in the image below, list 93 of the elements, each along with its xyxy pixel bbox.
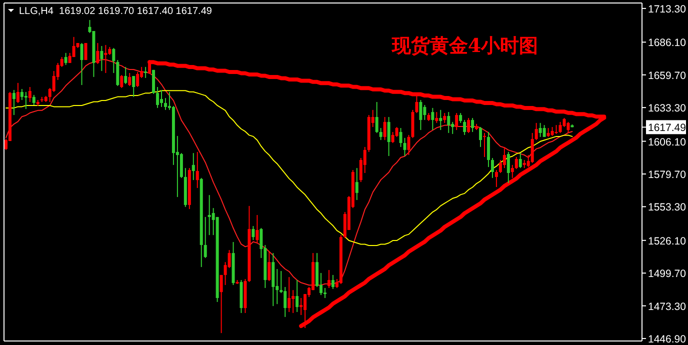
candlestick (379, 128, 382, 141)
candlestick (100, 45, 104, 72)
candlestick (64, 52, 68, 66)
candlestick (415, 94, 418, 114)
candlestick (268, 250, 271, 282)
candlestick (136, 72, 140, 88)
candlestick (132, 75, 136, 98)
candlestick (24, 91, 28, 110)
candlestick (530, 132, 534, 164)
candlestick (542, 124, 546, 138)
candlestick (498, 159, 502, 174)
candlestick (502, 146, 506, 169)
candlestick (443, 112, 446, 124)
candlestick (12, 89, 16, 116)
candlestick (128, 72, 132, 87)
candlestick (164, 98, 167, 110)
candlestick (439, 109, 442, 130)
line-series (5, 90, 573, 246)
candlestick (288, 276, 291, 313)
candlestick (160, 89, 164, 108)
candlestick (431, 107, 434, 130)
candlestick (28, 86, 32, 102)
candlestick (120, 74, 124, 88)
candlestick (482, 132, 486, 158)
candlestick (506, 151, 510, 184)
candlestick (435, 112, 438, 124)
candlestick (383, 116, 386, 141)
y-tick-label: 1713.30 (648, 3, 686, 16)
candlestick (144, 66, 148, 78)
candlestick (391, 131, 394, 144)
y-tick-label: 1617.49 (648, 122, 686, 134)
candlestick (459, 112, 462, 124)
candlestick (192, 152, 195, 181)
candlestick (514, 156, 518, 170)
candlestick (558, 121, 562, 134)
chart-subtitle: LLG,H4 1619.02 1619.70 1617.40 1617.49 (19, 6, 212, 17)
y-tick-label: 1526.10 (648, 235, 686, 248)
candlestick (518, 152, 522, 169)
candlestick (467, 117, 470, 134)
candlestick (486, 131, 490, 168)
candlestick (84, 42, 88, 60)
candlestick (387, 116, 390, 157)
candlestick (471, 117, 474, 132)
candlestick (112, 47, 116, 74)
candlestick (20, 88, 24, 101)
candlestick (490, 158, 494, 178)
candlestick (331, 274, 334, 290)
y-tick-label: 1473.30 (648, 300, 686, 313)
candlestick (116, 59, 120, 87)
y-tick-label: 1553.30 (648, 202, 686, 214)
candlestick (566, 121, 570, 134)
candlestick (494, 170, 498, 188)
candlestick (419, 100, 422, 130)
y-tick-label: 1606.10 (648, 136, 686, 148)
candlestick (375, 101, 378, 134)
candlestick (455, 112, 458, 130)
text: 现货黄金4小时图 (390, 35, 538, 57)
candlestick (300, 298, 303, 316)
candlestick (156, 86, 160, 108)
candlestick (327, 270, 330, 288)
y-tick-label: 1633.30 (648, 102, 686, 115)
candlestick (180, 152, 183, 178)
candlestick (323, 287, 326, 299)
candlestick (534, 122, 538, 141)
candlestick (296, 280, 299, 313)
candlestick (463, 119, 466, 136)
candlestick (355, 168, 358, 200)
candlestick (252, 226, 255, 241)
candlestick (16, 82, 20, 104)
candlestick (423, 104, 426, 120)
candlestick (124, 66, 128, 85)
y-tick-label: 1579.70 (648, 168, 686, 181)
candlestick (104, 44, 108, 74)
y-tick-label: 1446.90 (648, 334, 686, 345)
candlestick (479, 126, 482, 148)
candlestick (196, 151, 199, 188)
candlestick (538, 122, 542, 138)
candlestick (96, 42, 100, 64)
candlestick (510, 164, 514, 178)
candlestick (256, 214, 259, 244)
candlestick (152, 69, 156, 94)
candlestick (80, 42, 84, 86)
y-tick-label: 1659.70 (648, 70, 686, 82)
candlestick (204, 216, 207, 258)
candlestick (220, 274, 223, 334)
candlestick (292, 290, 295, 314)
candlestick (447, 112, 450, 134)
candlestick (284, 286, 287, 318)
candlestick (32, 94, 36, 106)
candlestick (407, 134, 410, 156)
y-tick-label: 1686.10 (648, 37, 686, 50)
candlestick (208, 194, 211, 236)
y-tick-label: 1499.70 (648, 268, 686, 280)
